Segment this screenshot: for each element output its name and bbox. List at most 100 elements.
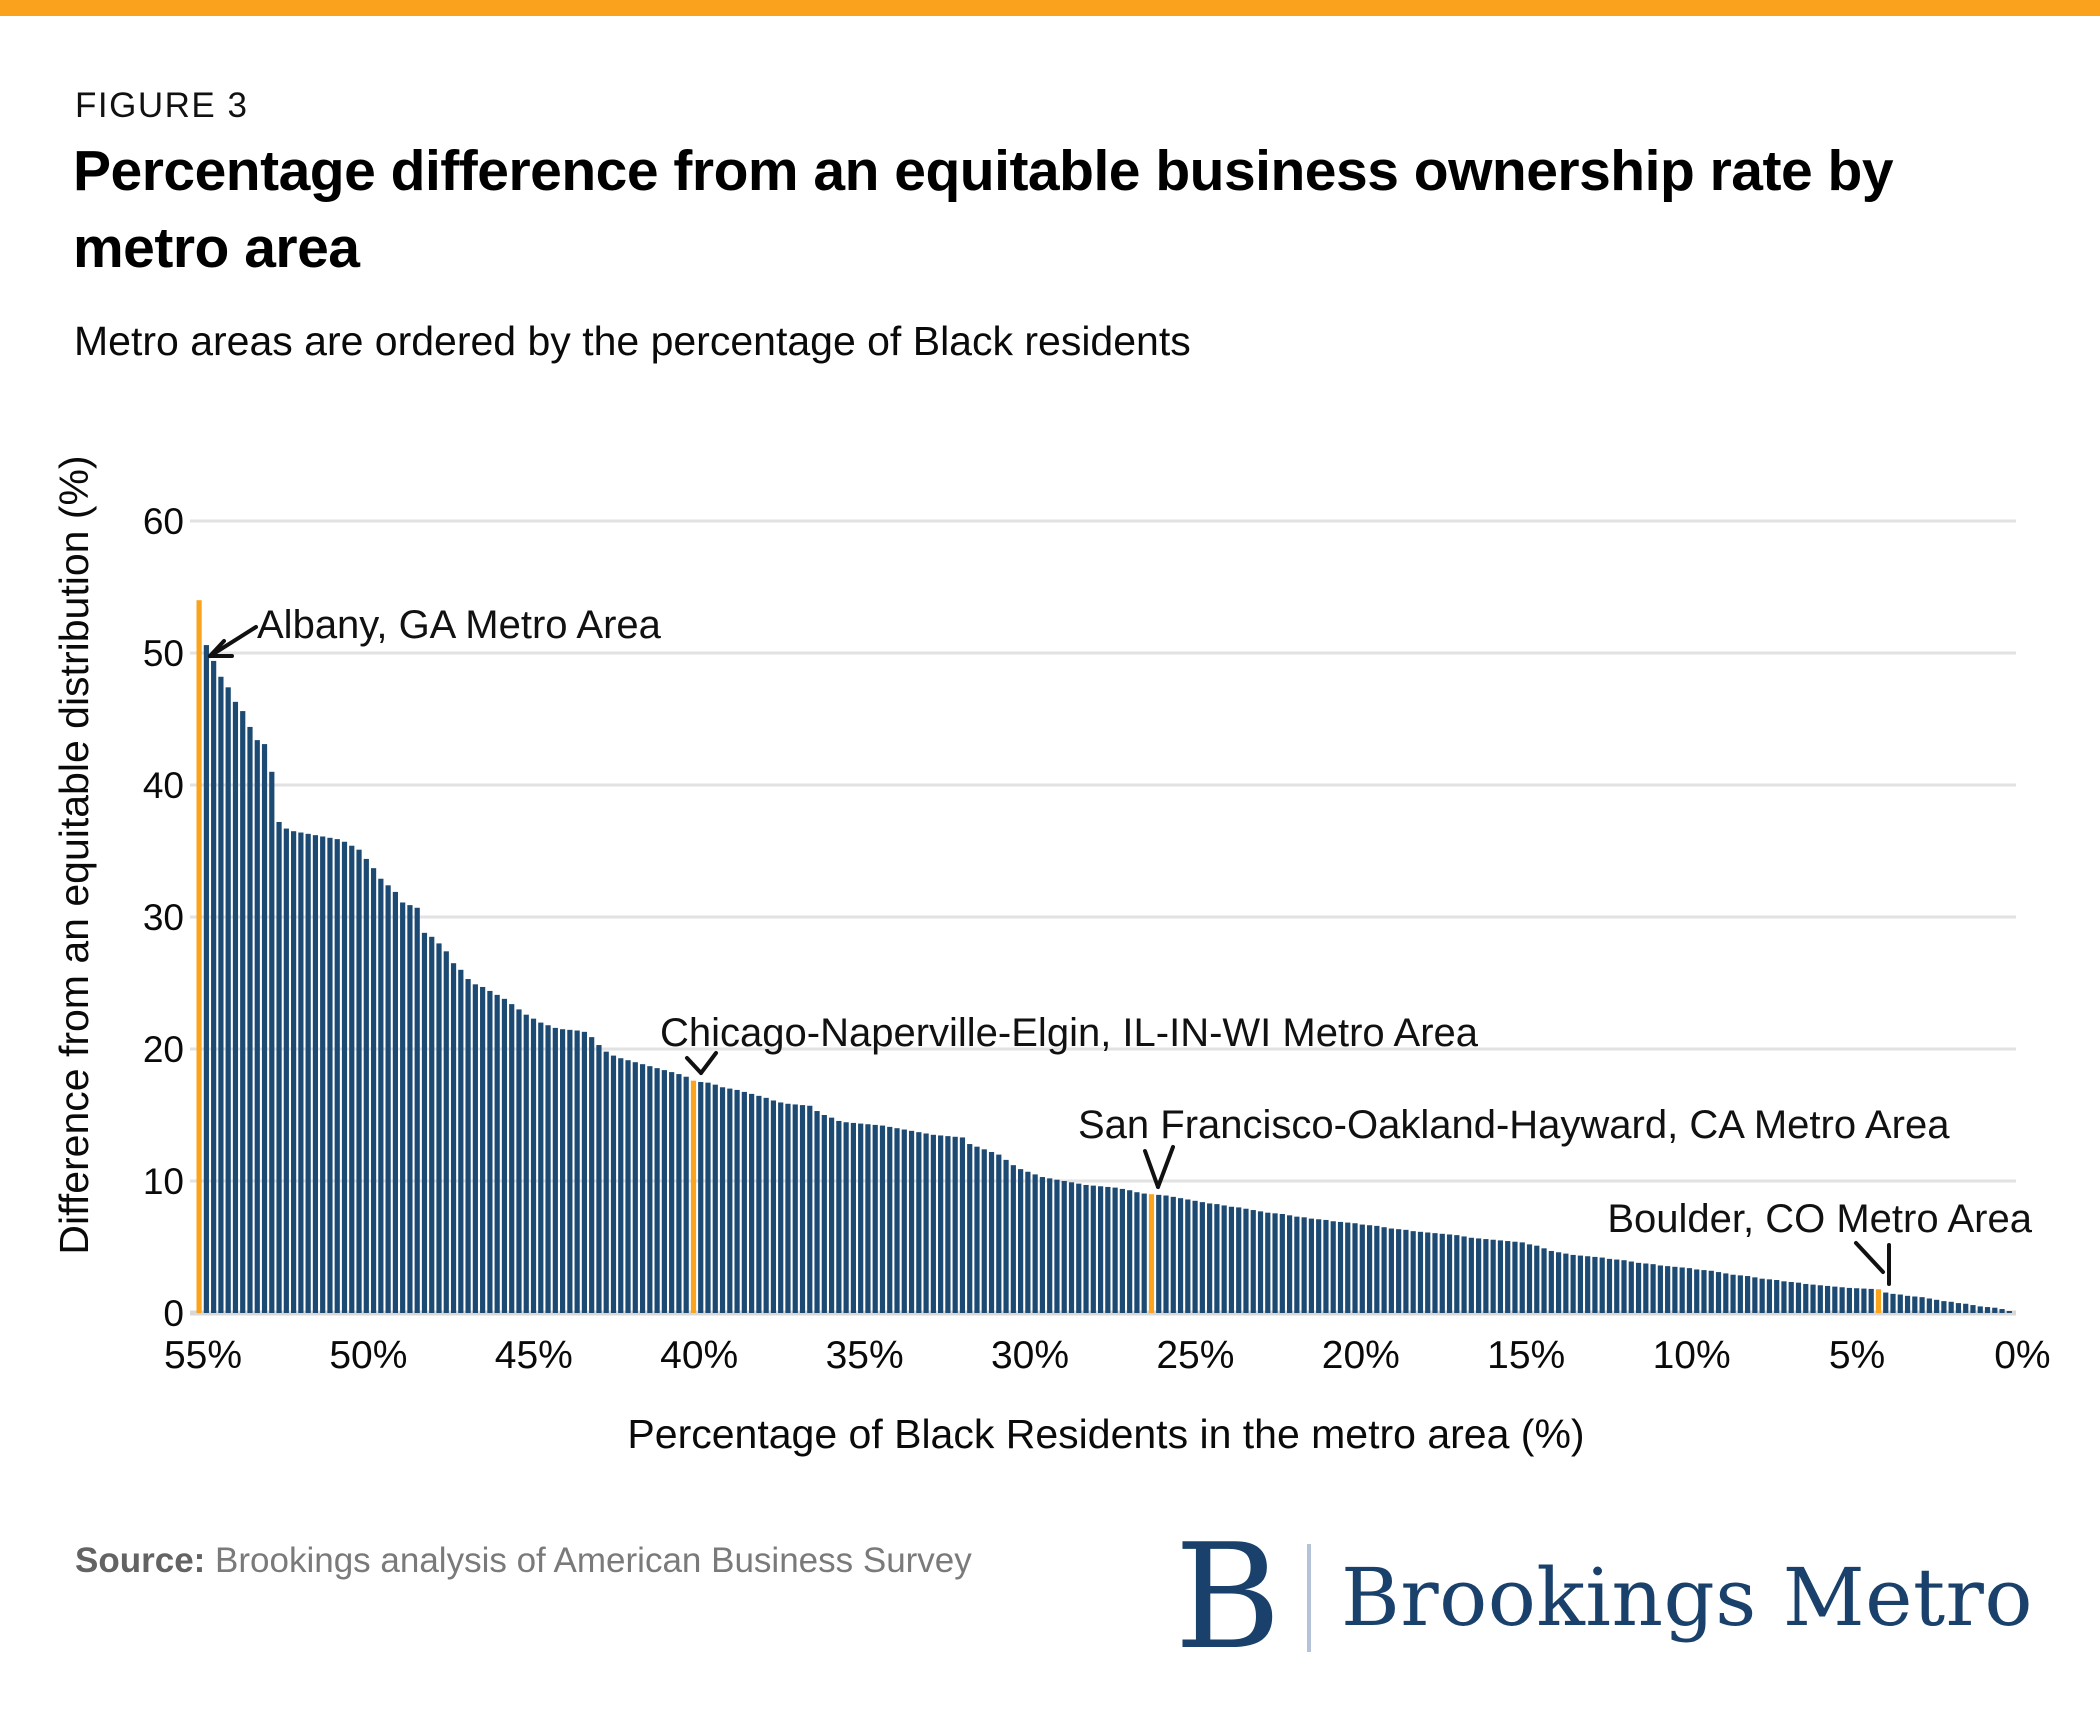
bar [959, 1137, 966, 1313]
bar [1287, 1215, 1293, 1313]
bar [1526, 1244, 1533, 1313]
annotation-arrow-chicago [685, 1056, 703, 1075]
bar [1505, 1241, 1511, 1313]
bar [916, 1132, 922, 1313]
bar [472, 984, 478, 1313]
brookings-metro-logo: B Brookings Metro [1174, 1513, 2033, 1682]
bar [1454, 1235, 1460, 1313]
bar [988, 1151, 995, 1313]
bar [1119, 1188, 1125, 1313]
bar [1679, 1267, 1685, 1313]
bar [821, 1115, 827, 1313]
annotation-albany: Albany, GA Metro Area [257, 603, 662, 647]
bar [1541, 1248, 1547, 1313]
bar [225, 687, 231, 1313]
bar [1599, 1257, 1605, 1313]
bar [719, 1087, 726, 1313]
bar [1737, 1275, 1743, 1313]
bar [1185, 1199, 1191, 1313]
bar [1992, 1307, 1998, 1313]
bar [1745, 1276, 1751, 1313]
bar [858, 1123, 864, 1313]
bar [618, 1058, 624, 1313]
bar [1272, 1213, 1278, 1313]
bar [749, 1093, 755, 1313]
bar [1672, 1266, 1678, 1313]
bar [1476, 1238, 1482, 1313]
bar [1614, 1259, 1620, 1313]
bar [1141, 1193, 1147, 1313]
bar [1752, 1277, 1758, 1313]
bar [1635, 1262, 1642, 1313]
bar [458, 969, 464, 1313]
x-tick-label: 15% [1487, 1334, 1565, 1377]
bar [1388, 1228, 1394, 1313]
bar [639, 1064, 646, 1313]
bar [218, 676, 224, 1313]
bar [370, 868, 377, 1313]
bar [363, 858, 369, 1313]
x-tick-label: 5% [1829, 1334, 1885, 1377]
bar [887, 1126, 893, 1313]
x-tick-label: 40% [660, 1334, 738, 1377]
bar [1446, 1234, 1453, 1313]
bar [741, 1091, 747, 1313]
x-tick-label: 0% [1994, 1334, 2050, 1377]
bar [211, 660, 217, 1313]
bar [1425, 1232, 1431, 1313]
bar [1359, 1224, 1365, 1313]
bar [1221, 1205, 1227, 1313]
bar [843, 1122, 849, 1313]
y-tick-label: 30 [143, 897, 184, 938]
chart-subtitle: Metro areas are ordered by the percentag… [74, 318, 1191, 364]
bar [1417, 1231, 1424, 1313]
bar [305, 833, 311, 1313]
figure-label: FIGURE 3 [75, 86, 249, 125]
bar [501, 998, 508, 1313]
bar [1156, 1194, 1162, 1313]
bar [327, 837, 333, 1313]
bar [1018, 1169, 1024, 1313]
annotation-san-francisco: San Francisco-Oakland-Hayward, CA Metro … [1078, 1103, 1950, 1147]
bar [785, 1103, 791, 1313]
bar [1134, 1192, 1140, 1313]
bar [414, 907, 420, 1313]
bar [523, 1014, 529, 1313]
bar [661, 1070, 667, 1313]
bar [799, 1105, 806, 1313]
bar [276, 821, 282, 1313]
bar [683, 1076, 689, 1313]
bar [1970, 1305, 1976, 1313]
bar [792, 1104, 798, 1313]
bar [530, 1018, 537, 1313]
bar [1374, 1225, 1380, 1313]
bar [1570, 1254, 1576, 1313]
bar [654, 1068, 660, 1313]
bar [1759, 1278, 1765, 1313]
bar [1112, 1187, 1118, 1313]
bar [1228, 1206, 1235, 1313]
bar [1279, 1214, 1285, 1313]
bar [1337, 1221, 1344, 1313]
bar [1490, 1239, 1496, 1313]
bar [1076, 1183, 1082, 1313]
bar [1003, 1159, 1009, 1313]
x-tick-label: 50% [329, 1334, 407, 1377]
bar [1846, 1287, 1852, 1313]
bar [509, 1004, 515, 1313]
bar [1563, 1253, 1569, 1313]
bar [1534, 1245, 1540, 1313]
bar [1585, 1256, 1591, 1313]
bar [254, 740, 260, 1313]
bar [1032, 1174, 1038, 1313]
bar [1708, 1270, 1714, 1313]
bar [1904, 1295, 1911, 1313]
bar [334, 839, 340, 1313]
bar [494, 994, 500, 1313]
bar [1097, 1186, 1104, 1313]
bar [712, 1084, 718, 1313]
brookings-b-logo-icon: B [1174, 1513, 1282, 1682]
bar [1330, 1221, 1336, 1313]
bar [1824, 1285, 1831, 1313]
bar [429, 936, 435, 1313]
